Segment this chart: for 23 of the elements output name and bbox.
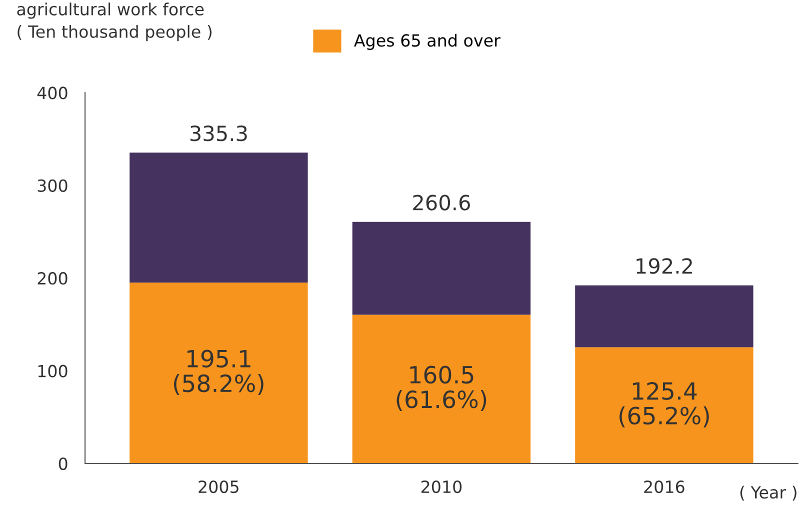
legend-label: Ages 65 and over xyxy=(354,34,500,50)
data-label: 125.4 (65.2%) xyxy=(620,382,709,428)
x-tick-label: 2005 xyxy=(198,480,238,494)
bar xyxy=(575,285,754,348)
y-tick-label: 200 xyxy=(38,272,68,285)
bar xyxy=(575,347,754,464)
total-label: 192.2 xyxy=(636,258,692,274)
bar xyxy=(130,152,308,283)
x-tick-label: 2016 xyxy=(644,480,684,494)
y-axis-title: agricultural work force ( Ten thousand people ) xyxy=(17,2,212,42)
bar xyxy=(130,282,308,464)
total-label: 260.6 xyxy=(413,194,470,210)
bar xyxy=(352,222,531,315)
x-axis-title: ( Year ) xyxy=(740,486,796,501)
total-label: 335.3 xyxy=(190,125,247,142)
bar xyxy=(352,314,531,464)
y-tick-label: 300 xyxy=(38,179,68,192)
x-tick-label: 2010 xyxy=(421,480,462,494)
y-tick-label: 0 xyxy=(58,457,68,470)
y-tick-label: 400 xyxy=(37,86,68,100)
y-tick-label: 100 xyxy=(38,364,68,378)
data-label: 160.5 (61.6%) xyxy=(396,366,486,412)
data-label: 195.1 (58.2%) xyxy=(174,350,264,396)
